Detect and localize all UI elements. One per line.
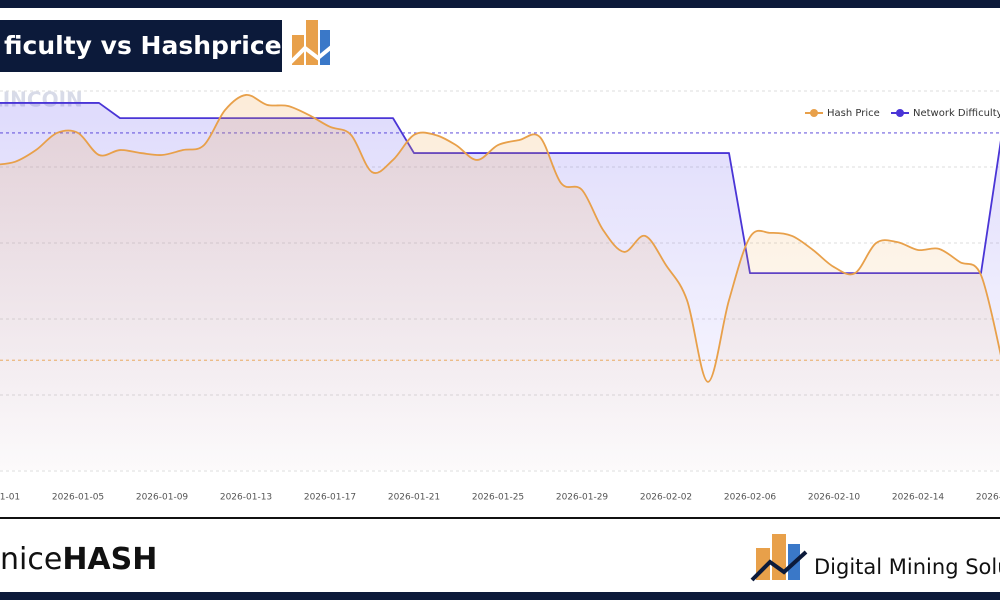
bottom-bar: [0, 592, 1000, 600]
x-tick-label: 2026-01-21: [388, 493, 440, 503]
top-bar: [0, 0, 1000, 8]
brand-right: Digital Mining Solu: [814, 555, 1000, 579]
legend-item: Hash Price: [805, 108, 880, 119]
legend-item: Network Difficulty: [891, 108, 1000, 119]
x-tick-label: 2026-02-06: [724, 493, 777, 503]
legend-dot: [810, 109, 818, 117]
x-tick-label: 2026-01-05: [52, 493, 104, 503]
x-tick-label: 2026-02-14: [892, 493, 945, 503]
x-tick-label: 2026-02-18: [976, 493, 1000, 503]
series-line: [0, 94, 1000, 383]
x-tick-label: 2026-01-17: [304, 493, 356, 503]
x-tick-label: 2026-01-09: [136, 493, 189, 503]
legend-label: Network Difficulty: [913, 108, 1000, 119]
brand-left: niceHASH: [0, 542, 157, 577]
legend-dot: [896, 109, 904, 117]
x-tick-label: 2026-01-01: [0, 493, 20, 503]
chart-title: ficulty vs Hashprice: [4, 31, 282, 60]
x-tick-label: 2026-02-02: [640, 493, 692, 503]
x-tick-label: 2026-01-13: [220, 493, 272, 503]
brand-logo: [750, 534, 808, 582]
x-tick-label: 2026-01-29: [556, 493, 609, 503]
legend-label: Hash Price: [827, 108, 880, 119]
title-box: [0, 20, 282, 72]
x-tick-label: 2026-01-25: [472, 493, 524, 503]
area: [0, 94, 1000, 470]
x-tick-label: 2026-02-10: [808, 493, 861, 503]
title-logo: [286, 20, 342, 67]
